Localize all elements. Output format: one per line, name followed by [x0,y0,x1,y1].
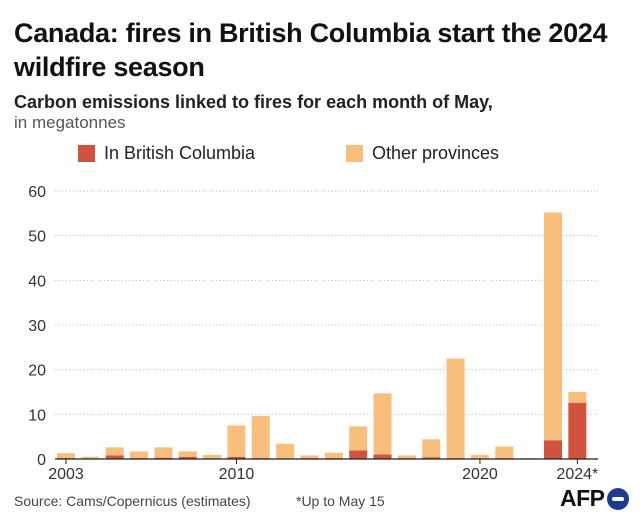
afp-logo-text: AFP [560,485,605,511]
legend-label-other: Other provinces [372,143,500,163]
x-tick-label: 2003 [48,466,84,483]
bar-segment-other [154,447,173,458]
bar-segment-other [544,212,562,441]
y-tick-label: 30 [28,318,46,335]
bar-segment-other [470,454,489,459]
y-tick-label: 50 [28,229,46,246]
source-note: Source: Cams/Copernicus (estimates) [14,493,251,509]
legend-swatch-other [346,145,363,162]
bar-segment-other [446,358,465,459]
bar-segment-other [300,455,319,459]
bar-segment-bc [105,455,124,459]
legend-swatch-bc [78,145,95,162]
stacked-bar-chart: 0 10 20 30 40 50 60 2003 2010 2020 2024* [28,184,598,483]
bar-segment-other [397,455,416,459]
bar-segment-other [495,446,514,459]
chart-subtitle: Carbon emissions linked to fires for eac… [14,92,493,112]
bar-segment-bc [568,402,587,459]
bar-segment-bc [227,456,246,459]
y-tick-label: 60 [28,184,46,201]
bar-segment-other [57,453,75,459]
bar-segment-bc [349,450,368,459]
bar-segment-other [130,451,149,459]
bar-segment-other [568,392,587,403]
bar-segment-other [203,454,222,459]
bar-segment-other [324,452,343,459]
bar-segment-other [227,425,246,457]
bar-segment-other [349,426,368,451]
afp-logo-mark-icon [606,487,629,510]
bar-segment-bc [154,457,173,459]
legend-item-other: Other provinces [346,143,499,164]
bar-segment-other [373,393,392,455]
legend: In British Columbia Other provinces [0,143,640,165]
bar-segment-other [276,443,295,459]
bar-segment-other [178,451,197,457]
x-tick-label: 2024* [556,466,598,483]
y-tick-label: 0 [37,452,46,469]
y-tick-label: 20 [28,363,46,380]
footnote: *Up to May 15 [296,493,385,509]
bar-segment-bc [544,440,562,459]
afp-logo: AFP [560,485,629,512]
bar-segment-other [251,416,270,459]
bar-segment-bc [422,457,441,459]
y-tick-label: 40 [28,273,46,290]
bar-segment-other [422,439,441,458]
bar-segment-other [81,456,100,459]
legend-item-bc: In British Columbia [78,143,255,164]
y-tick-label: 10 [28,407,46,424]
chart-unit: in megatonnes [14,113,126,132]
bar-segment-bc [373,454,392,459]
x-tick-label: 2020 [462,466,498,483]
chart-title: Canada: fires in British Columbia start … [14,18,608,82]
legend-label-bc: In British Columbia [104,143,256,163]
bar-segment-bc [178,456,197,459]
x-tick-label: 2010 [219,466,255,483]
bar-segment-other [105,447,124,456]
